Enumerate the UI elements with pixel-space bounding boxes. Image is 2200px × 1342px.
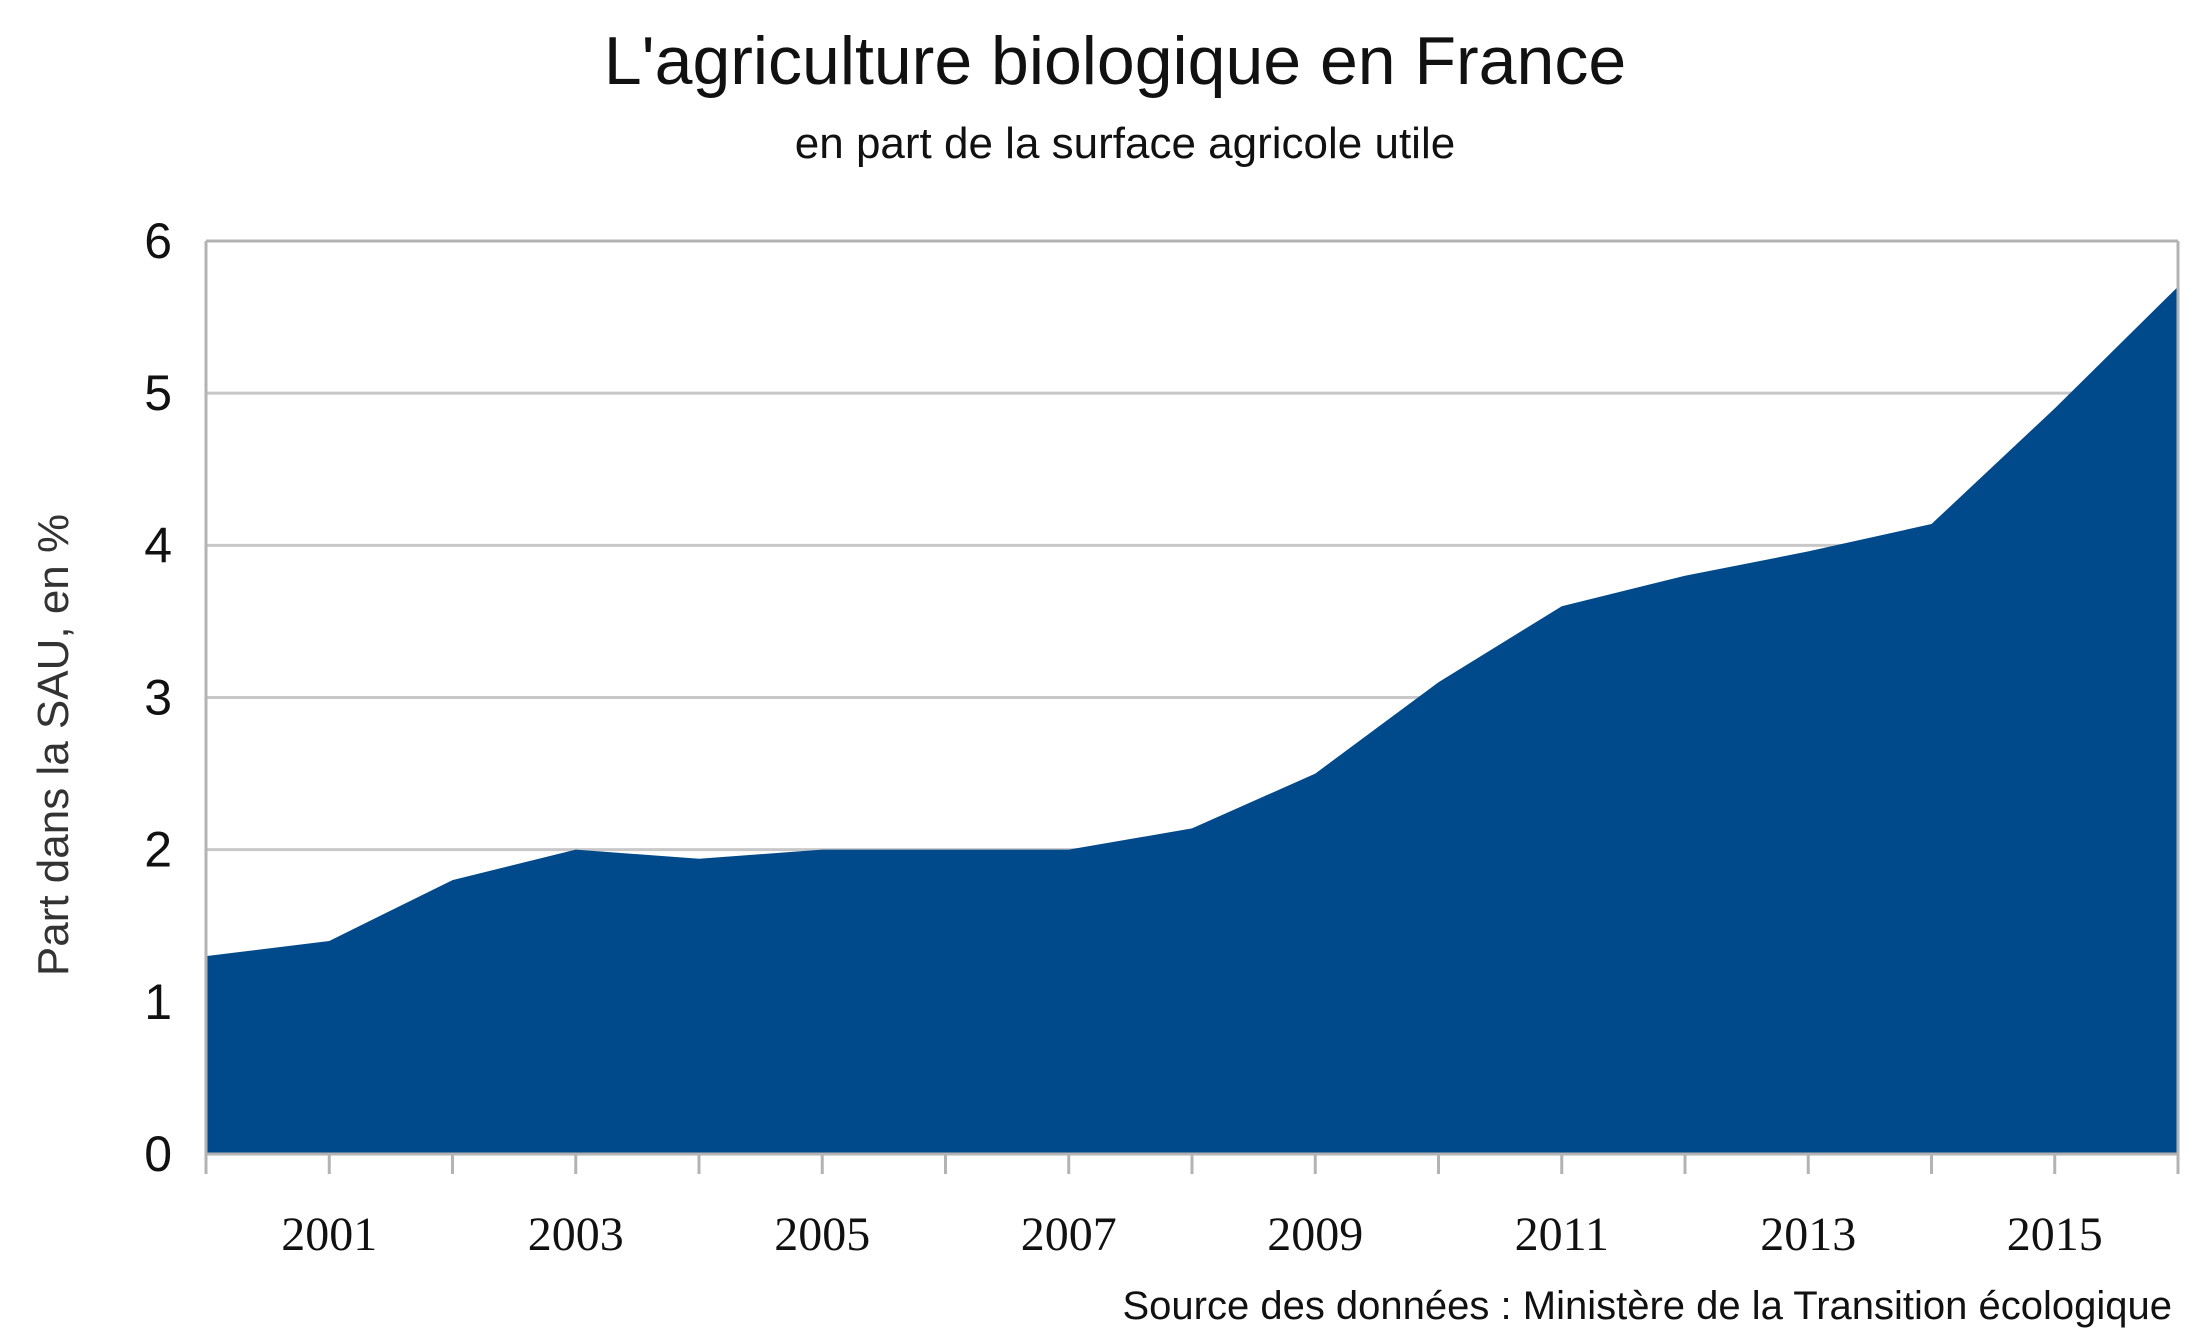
y-tick-label-1: 1 (144, 974, 172, 1030)
y-tick-label-5: 5 (144, 365, 172, 421)
plot-area (205, 286, 2179, 1154)
chart-title: L'agriculture biologique en France (604, 23, 1626, 99)
x-tick-label-2015: 2015 (2007, 1208, 2103, 1261)
chart-subtitle: en part de la surface agricole utile (795, 119, 1455, 168)
x-tick-label-2009: 2009 (1267, 1208, 1363, 1261)
x-tick-label-2001: 2001 (281, 1208, 377, 1261)
y-tick-label-0: 0 (144, 1126, 172, 1182)
y-tick-label-4: 4 (144, 517, 172, 573)
area-series-1 (206, 286, 2178, 1154)
y-tick-label-2: 2 (144, 822, 172, 878)
source-note: Source des données : Ministère de la Tra… (1122, 1284, 2172, 1328)
x-tick-label-2013: 2013 (1760, 1208, 1856, 1261)
x-axis-ticks: 2001 2003 2005 2007 2009 2011 2013 2015 (204, 1154, 2180, 1261)
x-tick-label-2005: 2005 (774, 1208, 870, 1261)
x-tick-label-2007: 2007 (1021, 1208, 1117, 1261)
y-axis-ticks: 0 1 2 3 4 5 6 (144, 213, 172, 1182)
x-tick-label-2011: 2011 (1515, 1208, 1609, 1261)
y-tick-label-3: 3 (144, 670, 172, 726)
x-tick-label-2003: 2003 (528, 1208, 624, 1261)
y-tick-label-6: 6 (144, 213, 172, 269)
y-axis-label: Part dans la SAU, en % (29, 514, 78, 976)
